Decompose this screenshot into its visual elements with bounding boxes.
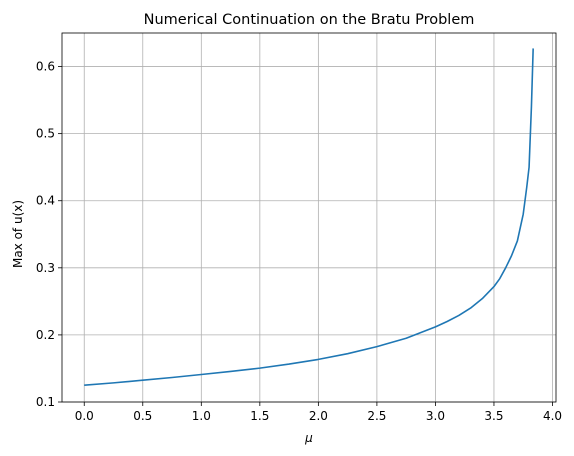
- y-tick-label: 0.2: [36, 328, 55, 342]
- series-line: [84, 48, 534, 387]
- y-tick-label: 0.1: [36, 395, 55, 409]
- x-tick-label: 4.0: [543, 409, 562, 423]
- x-tick-label: 2.5: [367, 409, 386, 423]
- x-tick-label: 3.5: [484, 409, 503, 423]
- plot-frame: [61, 32, 557, 403]
- series-layer: [84, 48, 534, 387]
- y-tick-label: 0.4: [36, 194, 55, 208]
- x-tick-label: 3.0: [426, 409, 445, 423]
- x-tick-label: 0.0: [75, 409, 94, 423]
- x-tick-label: 0.5: [133, 409, 152, 423]
- y-axis: 0.1 0.2 0.3 0.4 0.5 0.6: [36, 60, 62, 409]
- x-axis: 0.0 0.5 1.0 1.5 2.0 2.5 3.0 3.5 4.0: [75, 402, 562, 423]
- x-axis-label: μ: [304, 431, 313, 445]
- x-tick-label: 1.0: [192, 409, 211, 423]
- x-tick-label: 2.0: [309, 409, 328, 423]
- chart-title: Numerical Continuation on the Bratu Prob…: [144, 12, 475, 28]
- y-tick-label: 0.3: [36, 261, 55, 275]
- x-tick-label: 1.5: [250, 409, 269, 423]
- y-axis-label: Max of u(x): [11, 200, 25, 268]
- y-tick-label: 0.6: [36, 60, 55, 74]
- y-tick-label: 0.5: [36, 127, 55, 141]
- grid: [62, 33, 556, 403]
